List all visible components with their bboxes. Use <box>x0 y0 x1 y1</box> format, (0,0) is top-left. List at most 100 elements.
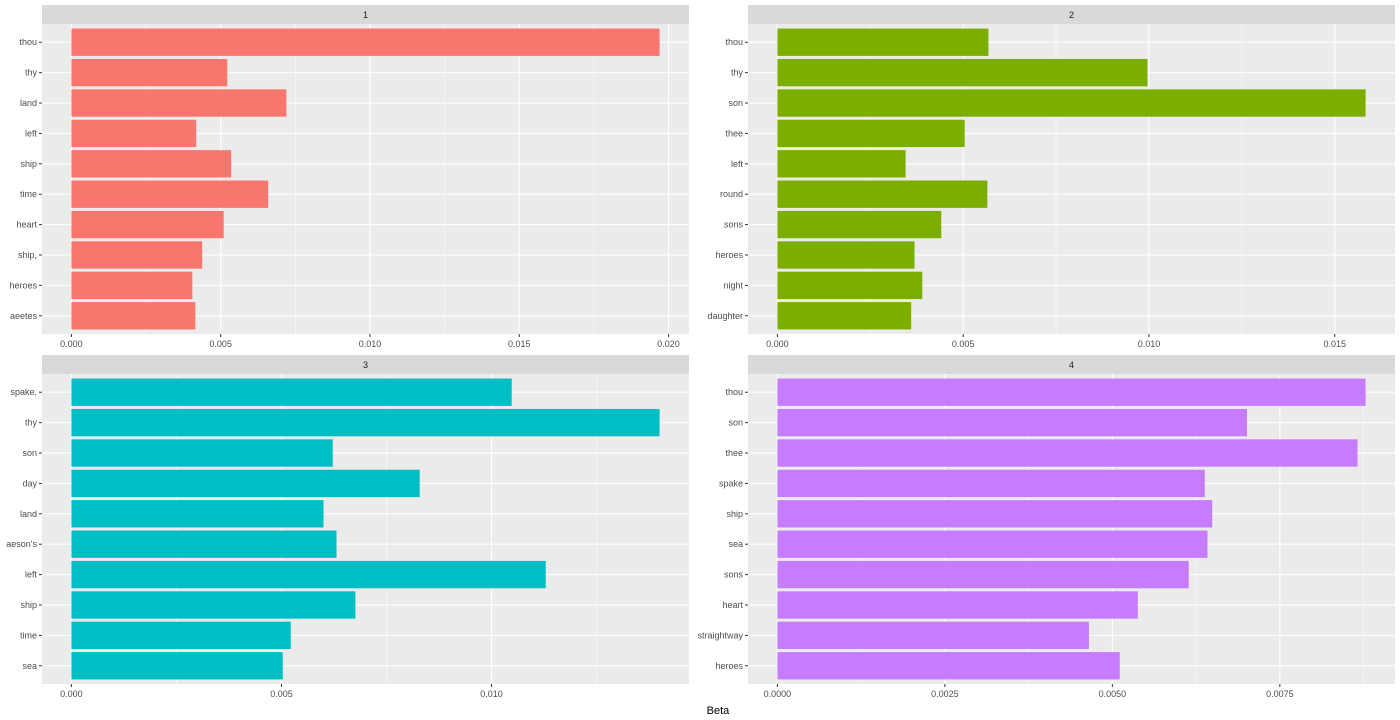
y-tick-label: sea <box>22 661 37 671</box>
facet-strip <box>748 5 1395 24</box>
x-axis-title: Beta <box>707 705 731 717</box>
bar-aeson's <box>71 530 337 558</box>
bar-son <box>777 89 1366 117</box>
bar-heroes <box>777 652 1120 680</box>
y-tick-label: thee <box>725 448 743 458</box>
bar-ship <box>71 150 232 178</box>
y-tick-label: heart <box>16 220 37 230</box>
facet-panel-3: 3 spake, thy son day land aeson's left ship time s… <box>6 355 689 699</box>
bar-thou <box>777 28 989 56</box>
x-tick-label: 0.020 <box>657 339 680 349</box>
facet-panel-4: 4 thou son thee spake ship sea sons heart straigh… <box>697 355 1395 699</box>
bar-day <box>71 469 420 498</box>
x-tick-label: 0.005 <box>270 689 293 699</box>
x-tick-label: 0.010 <box>1138 339 1161 349</box>
y-tick-label: night <box>723 280 743 290</box>
y-tick-label: spake, <box>10 387 37 397</box>
bar-left <box>71 119 197 148</box>
facet-strip <box>748 355 1395 374</box>
facet-strip <box>42 5 689 24</box>
bar-son <box>71 439 333 467</box>
y-tick-label: son <box>728 98 743 108</box>
y-tick-label: round <box>720 189 743 199</box>
y-tick-label: aeson's <box>6 539 37 549</box>
y-tick-label: heroes <box>9 280 37 290</box>
y-tick-label: thou <box>725 37 743 47</box>
y-tick-label: sons <box>724 570 744 580</box>
y-tick-label: thou <box>725 387 743 397</box>
x-tick-label: 0.015 <box>508 339 531 349</box>
x-tick-label: 0.0075 <box>1266 689 1294 699</box>
y-tick-label: sea <box>728 539 743 549</box>
bar-ship, <box>71 241 203 269</box>
facet-panel-2: 2 thou thy son thee left round sons heroes night d… <box>707 5 1395 349</box>
bar-straightway <box>777 621 1089 650</box>
bar-heroes <box>777 241 915 269</box>
y-tick-label: son <box>22 448 37 458</box>
bar-thou <box>777 378 1366 406</box>
x-tick-label: 0.0000 <box>764 689 792 699</box>
y-tick-label: thee <box>725 128 743 138</box>
bar-left <box>71 560 546 589</box>
y-tick-label: land <box>20 509 37 519</box>
bar-land <box>71 89 287 117</box>
y-tick-label: son <box>728 418 743 428</box>
bar-time <box>71 180 269 208</box>
x-tick-label: 0.0025 <box>931 689 959 699</box>
y-tick-label: thy <box>731 68 744 78</box>
facet-panel-1: 1 thou thy land left ship time heart ship, heroes… <box>9 5 689 349</box>
y-tick-label: left <box>25 570 38 580</box>
y-tick-label: land <box>20 98 37 108</box>
y-tick-label: ship <box>20 159 37 169</box>
y-tick-label: heart <box>722 600 743 610</box>
bar-sea <box>71 652 283 680</box>
bar-time <box>71 621 291 650</box>
bar-ship <box>777 500 1213 528</box>
bar-heart <box>777 591 1138 619</box>
bar-sea <box>777 530 1208 558</box>
bar-son <box>777 408 1248 437</box>
x-tick-label: 0.000 <box>60 339 83 349</box>
y-tick-label: straightway <box>697 630 743 640</box>
bar-thee <box>777 119 965 148</box>
bar-sons <box>777 560 1189 589</box>
y-tick-label: day <box>22 478 37 488</box>
y-tick-label: ship <box>726 509 743 519</box>
bar-sons <box>777 210 942 239</box>
y-tick-label: left <box>731 159 744 169</box>
y-tick-label: aeetes <box>10 311 38 321</box>
bar-round <box>777 180 988 208</box>
y-tick-label: thy <box>25 68 38 78</box>
bar-spake, <box>71 378 512 406</box>
bar-land <box>71 500 324 528</box>
bar-night <box>777 271 923 300</box>
x-tick-label: 0.015 <box>1323 339 1346 349</box>
x-tick-label: 0.010 <box>480 689 503 699</box>
y-tick-label: thy <box>25 418 38 428</box>
bar-spake <box>777 469 1205 498</box>
bar-thou <box>71 28 660 56</box>
y-tick-label: sons <box>724 220 744 230</box>
y-tick-label: heroes <box>715 250 743 260</box>
bar-thy <box>71 58 228 87</box>
x-tick-label: 0.010 <box>359 339 382 349</box>
x-tick-label: 0.0050 <box>1099 689 1127 699</box>
facet-strip-label: 4 <box>1069 360 1074 370</box>
y-tick-label: left <box>25 128 38 138</box>
bar-heart <box>71 210 224 239</box>
bar-heroes <box>71 271 193 300</box>
y-tick-label: heroes <box>715 661 743 671</box>
facet-strip-label: 1 <box>363 10 368 20</box>
y-tick-label: daughter <box>707 311 743 321</box>
bar-ship <box>71 591 356 619</box>
bar-thee <box>777 439 1358 467</box>
facet-strip-label: 2 <box>1069 10 1074 20</box>
x-tick-label: 0.000 <box>766 339 789 349</box>
x-tick-label: 0.005 <box>952 339 975 349</box>
facet-strip <box>42 355 689 374</box>
bar-aeetes <box>71 302 196 330</box>
bar-daughter <box>777 302 912 330</box>
y-tick-label: thou <box>19 37 37 47</box>
x-tick-label: 0.005 <box>209 339 232 349</box>
